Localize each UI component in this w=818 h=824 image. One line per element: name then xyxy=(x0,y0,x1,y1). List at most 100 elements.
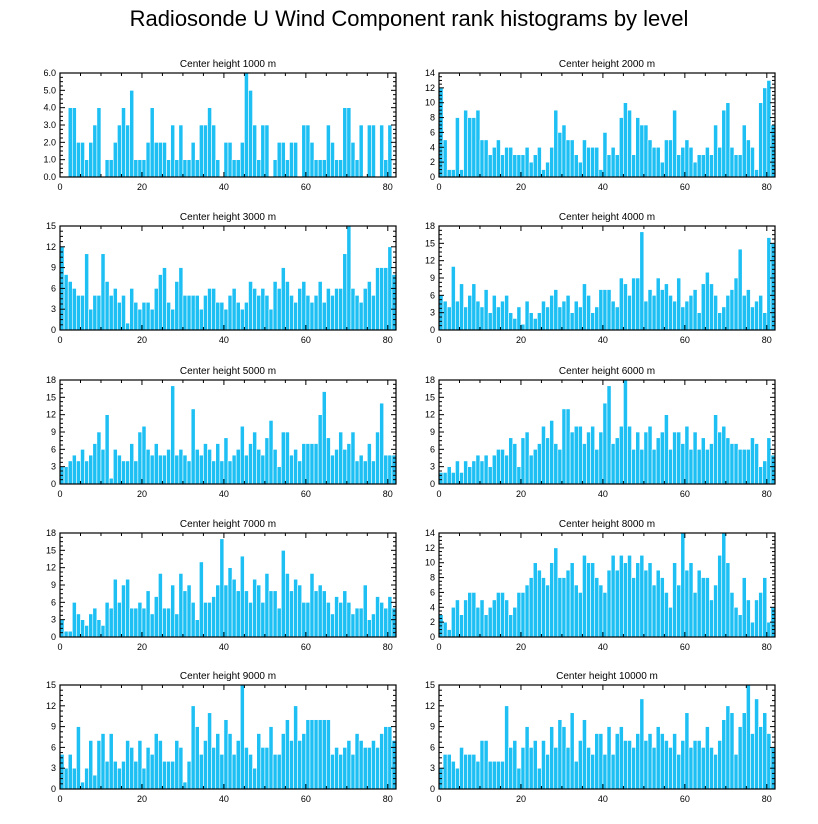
bar xyxy=(235,449,241,485)
bar xyxy=(442,139,448,178)
bar xyxy=(309,573,315,638)
bar xyxy=(475,760,481,790)
bar xyxy=(207,107,212,178)
bar xyxy=(264,437,270,485)
bar xyxy=(285,573,290,638)
bar xyxy=(133,760,139,790)
bar xyxy=(475,454,481,485)
bar xyxy=(317,414,323,485)
bar xyxy=(367,281,372,331)
bar xyxy=(272,449,278,485)
bar xyxy=(532,154,538,178)
bar xyxy=(705,577,710,638)
bar xyxy=(84,460,89,485)
bar xyxy=(655,726,661,790)
bar xyxy=(67,281,73,331)
bar xyxy=(627,295,632,331)
bar xyxy=(516,592,522,638)
bar xyxy=(496,760,501,790)
histogram-panel: Center height 5000 m 0 20 40 60 80 0 3 6 9 12 15 18 xyxy=(46,366,397,499)
bar xyxy=(285,281,290,331)
bar xyxy=(321,301,327,331)
bar xyxy=(199,561,204,638)
bar xyxy=(512,740,518,790)
bar xyxy=(590,312,596,331)
bar xyxy=(578,161,583,178)
bar xyxy=(594,577,600,638)
bar xyxy=(88,613,94,638)
bar xyxy=(330,142,335,178)
bar xyxy=(491,295,497,331)
bar xyxy=(100,449,106,485)
bar xyxy=(467,754,473,790)
bar xyxy=(659,431,665,485)
y-tick-label: 12 xyxy=(46,410,56,420)
bar xyxy=(166,301,171,331)
bar xyxy=(487,606,493,638)
bar xyxy=(276,607,282,638)
bar xyxy=(313,159,319,178)
bar xyxy=(371,740,376,790)
bar xyxy=(117,124,122,178)
bar xyxy=(557,449,563,485)
bar xyxy=(293,449,298,485)
bar xyxy=(387,454,393,485)
bar xyxy=(166,449,171,485)
bar xyxy=(76,613,81,638)
bar xyxy=(672,562,677,638)
bar xyxy=(746,599,751,638)
bar xyxy=(463,754,468,790)
bar xyxy=(696,154,702,178)
bar xyxy=(598,733,604,790)
bar xyxy=(709,154,714,178)
bar xyxy=(346,602,352,638)
bar xyxy=(516,767,522,790)
bar xyxy=(313,719,319,790)
bar xyxy=(467,295,473,331)
bar xyxy=(717,312,723,331)
y-tick-label: 18 xyxy=(46,528,56,538)
bar xyxy=(121,460,126,485)
x-tick-label: 40 xyxy=(219,335,229,345)
y-tick-label: 4.0 xyxy=(43,103,56,113)
bar xyxy=(305,443,311,485)
bar xyxy=(256,159,262,178)
bar xyxy=(725,705,731,790)
bar xyxy=(532,449,538,485)
bar xyxy=(450,266,456,331)
bar xyxy=(80,449,85,485)
bar xyxy=(606,289,612,331)
x-tick-label: 40 xyxy=(219,182,229,192)
bar xyxy=(153,596,159,638)
histogram-panel: Center height 10000 m 0 20 40 60 80 0 3 6 9 12 15 xyxy=(425,671,776,804)
bar xyxy=(758,295,764,331)
bar xyxy=(614,437,620,485)
bar xyxy=(121,295,126,331)
bar xyxy=(252,431,257,485)
bar xyxy=(313,295,319,331)
bar xyxy=(725,295,731,331)
x-tick-label: 40 xyxy=(598,794,608,804)
bar xyxy=(383,607,389,638)
bar xyxy=(207,602,212,638)
x-tick-label: 80 xyxy=(383,642,393,652)
bar xyxy=(639,449,645,485)
bar xyxy=(705,449,710,485)
bar xyxy=(84,625,89,638)
bar xyxy=(326,124,331,178)
bar xyxy=(272,159,278,178)
bar xyxy=(606,726,612,790)
bar xyxy=(338,754,344,790)
bar xyxy=(668,747,673,790)
bar xyxy=(623,283,628,331)
bar xyxy=(516,306,522,331)
bar xyxy=(676,277,682,331)
x-tick-label: 80 xyxy=(762,642,772,652)
bar xyxy=(512,318,518,331)
bar xyxy=(487,312,493,331)
y-tick-label: 0 xyxy=(430,172,435,182)
bar xyxy=(219,754,225,790)
panel-title: Center height 3000 m xyxy=(180,212,276,223)
bar xyxy=(508,146,514,178)
bar xyxy=(215,301,221,331)
